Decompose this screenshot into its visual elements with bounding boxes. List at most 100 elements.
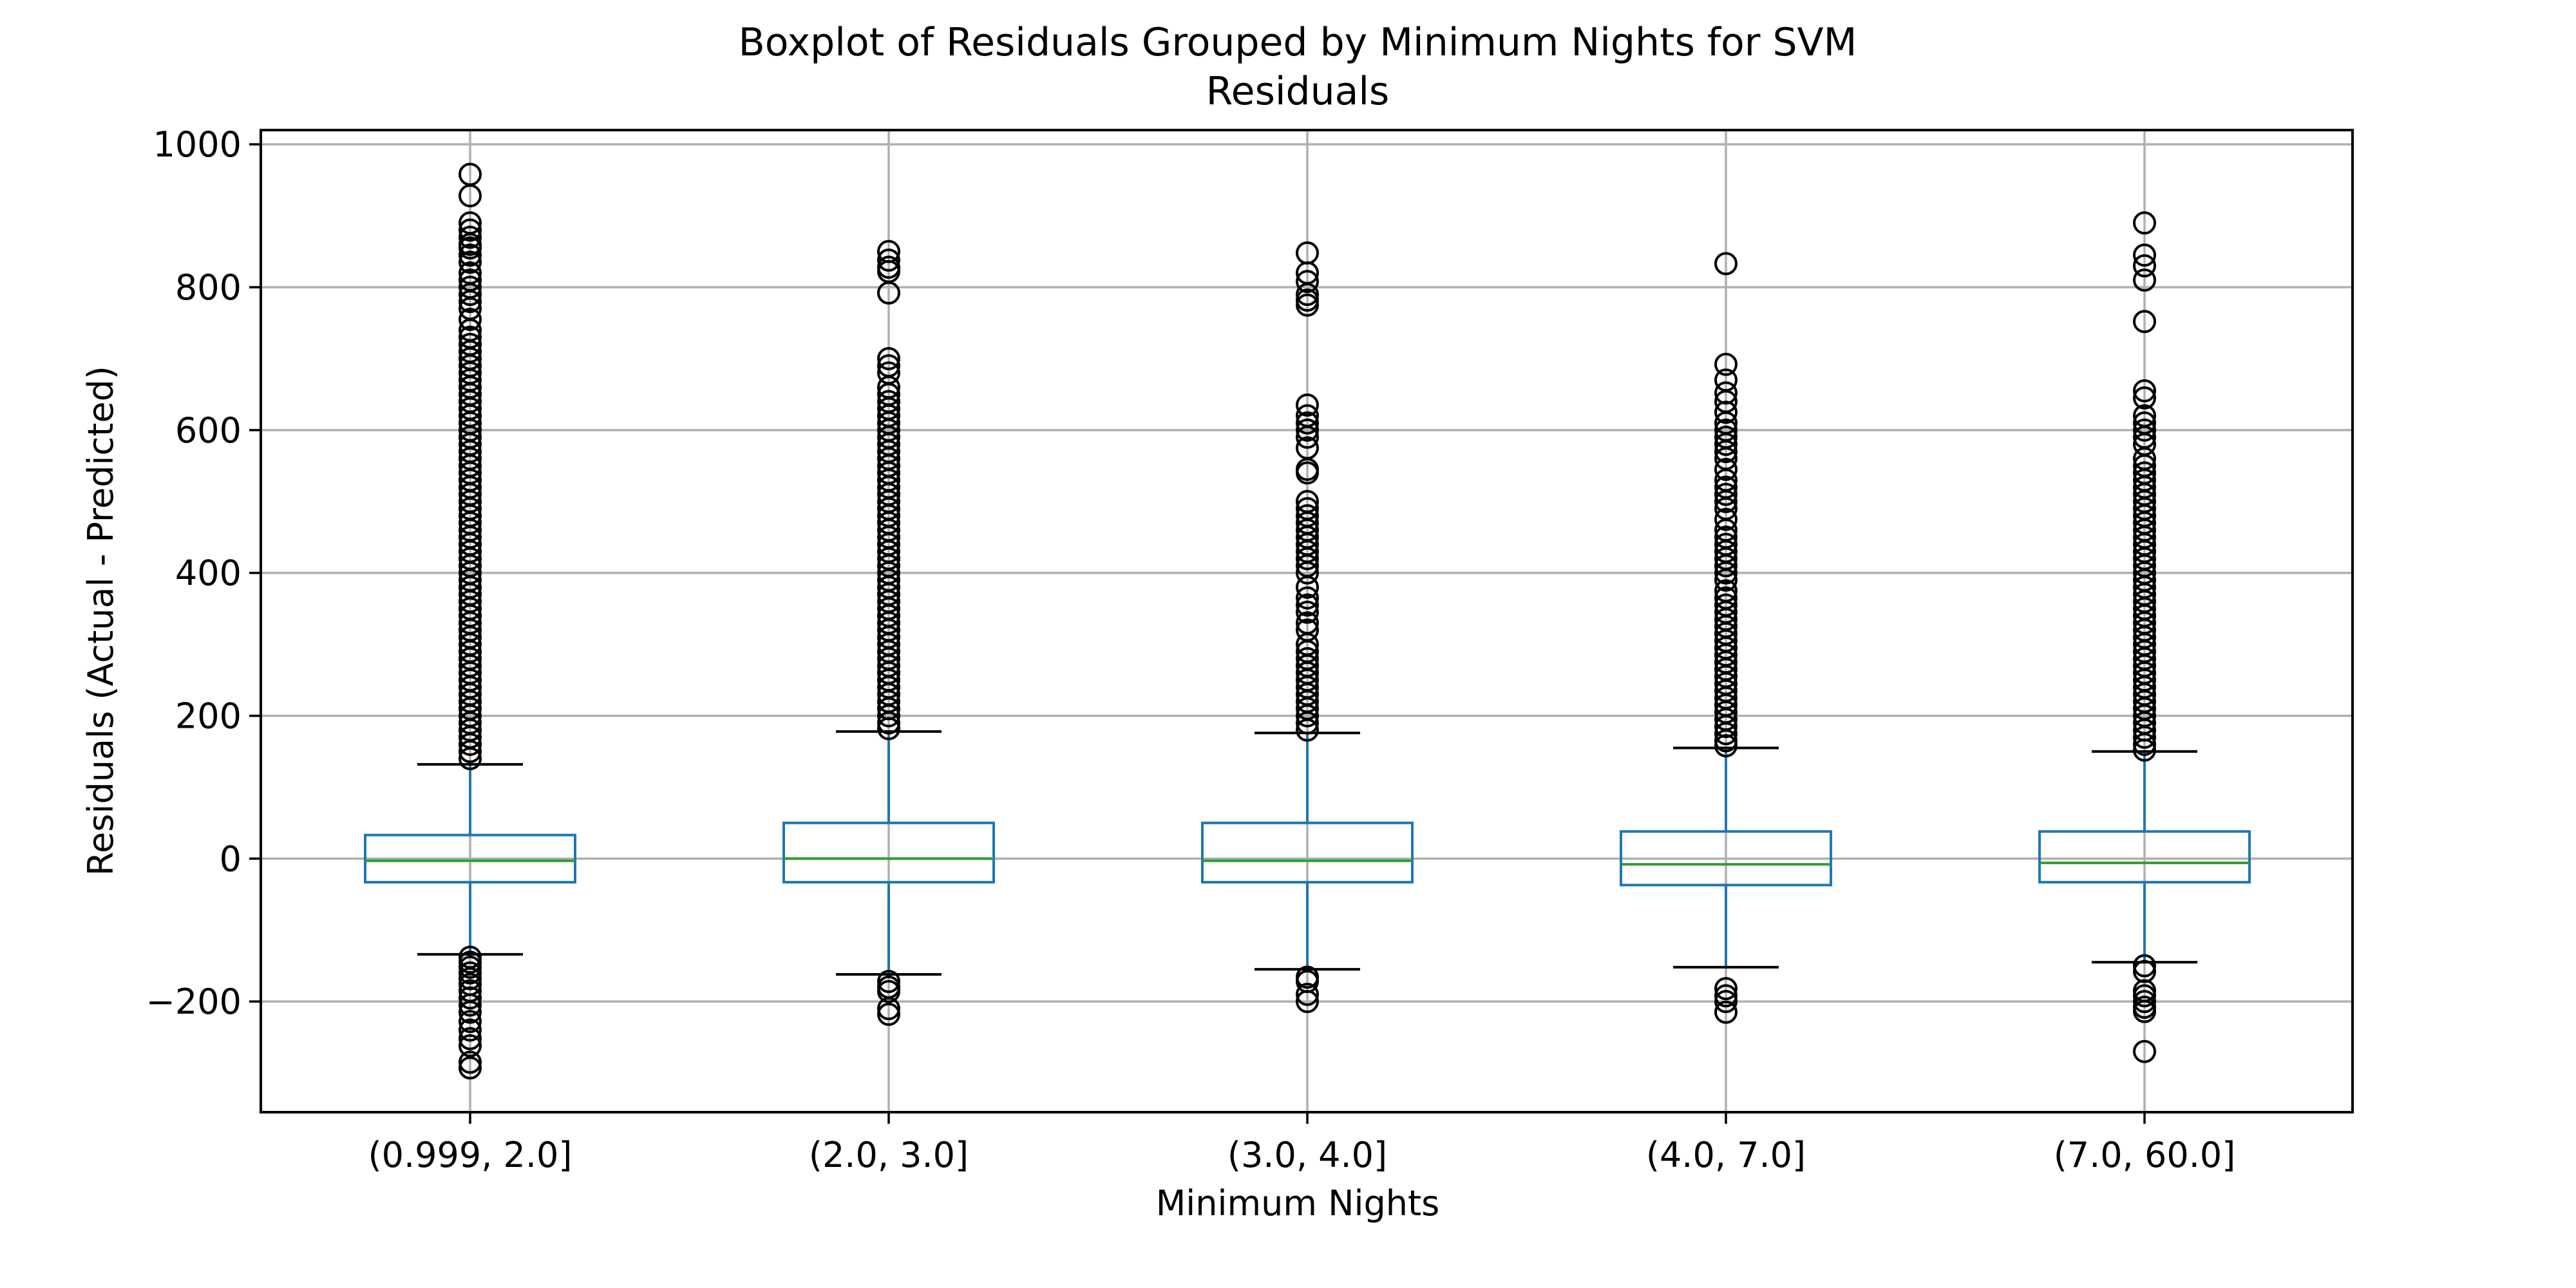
outlier-point — [459, 967, 482, 990]
x-axis-label: Minimum Nights — [1156, 1183, 1440, 1224]
outlier-point — [2133, 954, 2156, 978]
outlier-point — [459, 986, 482, 1010]
outlier-point — [2133, 990, 2156, 1014]
outlier-point — [877, 711, 900, 735]
outlier-point — [1714, 401, 1738, 424]
outlier-point — [459, 739, 482, 763]
chart-title-line-2: Residuals — [1206, 69, 1390, 114]
outlier-point — [2133, 725, 2156, 749]
outlier-point — [1296, 561, 1319, 585]
outlier-point — [459, 290, 482, 314]
y-tick-label: 0 — [220, 838, 242, 879]
outlier-point — [2133, 999, 2156, 1023]
outlier-point — [1714, 433, 1738, 456]
outlier-point — [1714, 507, 1738, 531]
box-group — [1620, 252, 1832, 1024]
outlier-point — [2133, 268, 2156, 292]
outlier-point — [1714, 561, 1738, 585]
outlier-point — [459, 1034, 482, 1057]
outlier-point — [459, 283, 482, 307]
outlier-point — [877, 970, 900, 994]
outlier-point — [1714, 352, 1738, 376]
x-tick-label: (2.0, 3.0] — [809, 1135, 969, 1175]
outlier-point — [2133, 386, 2156, 410]
outlier-point — [2133, 732, 2156, 756]
outlier-point — [459, 1018, 482, 1042]
outlier-point — [1714, 252, 1738, 276]
outlier-point — [1714, 457, 1738, 481]
outlier-point — [459, 955, 482, 979]
x-tick-label: (3.0, 4.0] — [1227, 1135, 1387, 1175]
outlier-point — [459, 1027, 482, 1050]
x-tick-label: (4.0, 7.0] — [1646, 1135, 1806, 1175]
y-tick-label: 800 — [175, 267, 242, 308]
outlier-point — [877, 997, 900, 1021]
outlier-point — [877, 1003, 900, 1027]
y-tick-label: 400 — [175, 553, 242, 594]
outlier-point — [459, 961, 482, 985]
x-tick-label: (7.0, 60.0] — [2054, 1135, 2236, 1175]
outlier-point — [1714, 554, 1738, 578]
outlier-point — [877, 248, 900, 272]
outlier-point — [2133, 418, 2156, 442]
outlier-point — [1296, 293, 1319, 317]
outlier-point — [1714, 977, 1738, 1001]
outlier-point — [1296, 600, 1319, 624]
outlier-point — [2133, 254, 2156, 278]
grid-lines — [261, 130, 2353, 1112]
outlier-point — [877, 717, 900, 741]
chart-title-line-1: Boxplot of Residuals Grouped by Minimum … — [739, 20, 1857, 65]
outlier-point — [459, 184, 482, 208]
outlier-point — [459, 993, 482, 1017]
y-axis-label: Residuals (Actual - Predicted) — [80, 366, 121, 876]
iqr-box — [1201, 821, 1414, 884]
outlier-point — [1714, 734, 1738, 758]
outlier-point — [1296, 461, 1319, 485]
outlier-point — [1714, 482, 1738, 506]
outlier-point — [1296, 575, 1319, 599]
outlier-point — [2133, 984, 2156, 1008]
outlier-point — [877, 281, 900, 305]
outlier-point — [2133, 243, 2156, 267]
outlier-point — [1296, 411, 1319, 435]
iqr-box — [364, 833, 576, 884]
box-group — [1201, 241, 1414, 1014]
box-group — [782, 240, 995, 1027]
outlier-point — [459, 1050, 482, 1074]
outlier-point — [2133, 310, 2156, 334]
outlier-point — [459, 747, 482, 770]
outlier-point — [1714, 440, 1738, 464]
outlier-point — [1714, 722, 1738, 746]
outlier-point — [1714, 984, 1738, 1008]
outlier-point — [459, 236, 482, 260]
iqr-box — [782, 821, 995, 884]
y-axis-ticks: −200 0 200 400 600 800 1000 — [146, 124, 261, 1022]
outlier-point — [459, 251, 482, 274]
outlier-point — [2133, 1039, 2156, 1063]
outlier-point — [1296, 418, 1319, 442]
outlier-point — [459, 243, 482, 267]
outlier-point — [1714, 489, 1738, 513]
x-tick-label: (0.999, 2.0] — [368, 1135, 573, 1175]
outlier-point — [2133, 960, 2156, 983]
x-axis-ticks: (0.999, 2.0] (2.0, 3.0] (3.0, 4.0] (4.0, 7.… — [368, 1112, 2236, 1175]
box-group — [2038, 211, 2251, 1063]
outlier-point — [1714, 1000, 1738, 1024]
outlier-point — [1296, 270, 1319, 294]
boxes — [364, 162, 2251, 1080]
outlier-point — [459, 732, 482, 756]
outlier-point — [1714, 568, 1738, 592]
y-tick-label: 200 — [175, 696, 242, 736]
outlier-point — [877, 980, 900, 1003]
outlier-point — [1296, 704, 1319, 728]
outlier-point — [877, 346, 900, 370]
outlier-point — [2133, 379, 2156, 402]
y-tick-label: 1000 — [153, 124, 242, 165]
outlier-point — [1296, 393, 1319, 417]
outlier-point — [459, 307, 482, 331]
outlier-point — [1714, 715, 1738, 739]
outlier-point — [459, 1010, 482, 1034]
outlier-point — [2133, 738, 2156, 762]
outlier-point — [1296, 425, 1319, 449]
outlier-point — [1296, 718, 1319, 742]
